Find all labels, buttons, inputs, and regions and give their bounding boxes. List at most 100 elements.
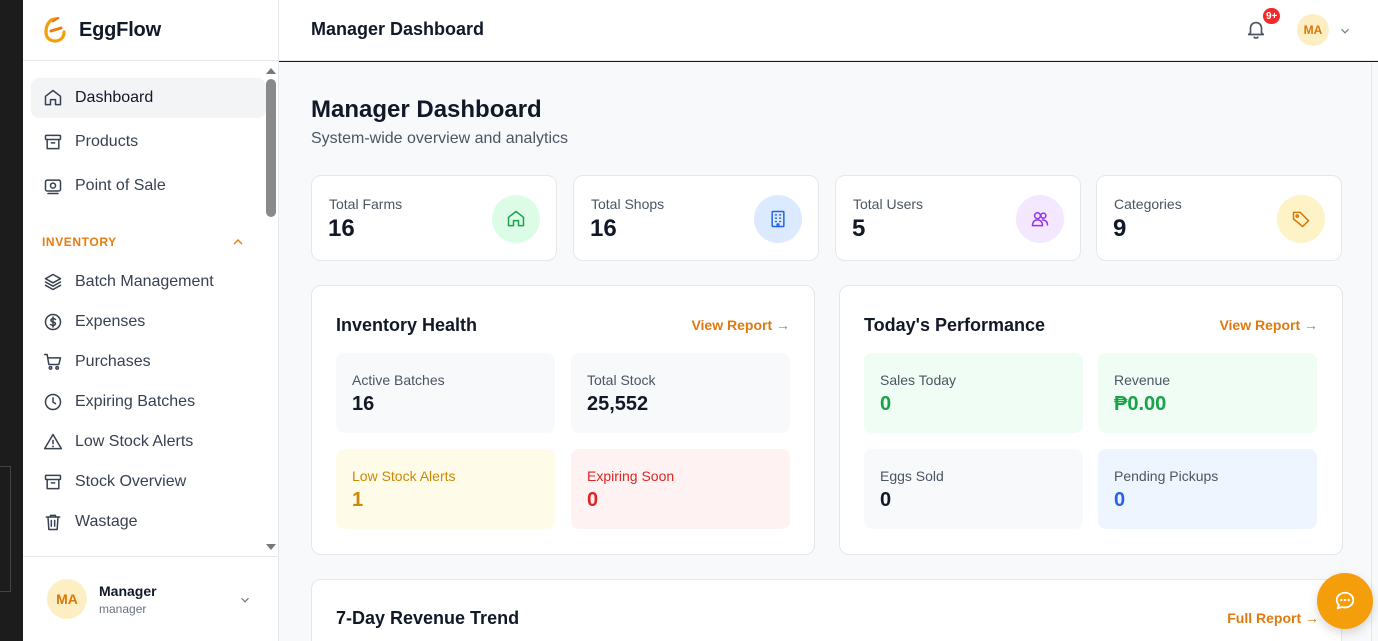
chevron-down-icon [241,597,249,603]
sidebar-item-point-of-sale[interactable]: Point of Sale [31,166,266,206]
tile-expiring-soon: Expiring Soon 0 [571,449,790,529]
profile-avatar[interactable]: MA [1297,14,1329,46]
panel-title: Inventory Health [336,315,478,335]
tile-pending-pickups: Pending Pickups 0 [1098,449,1317,529]
tile-value: 25,552 [587,393,649,415]
desktop-edge [0,0,23,641]
sidebar-item-expenses[interactable]: Expenses [31,302,266,342]
tile-value: 0 [587,489,599,511]
page-subtitle: System-wide overview and analytics [311,130,568,147]
user-name: Manager [99,582,157,599]
stat-label: Total Farms [329,196,403,212]
inventory-health-panel: Inventory Health View Report → Active Ba… [311,285,815,555]
avatar: MA [47,579,87,619]
bell-icon [1247,21,1265,39]
sidebar-item-wastage[interactable]: Wastage [31,502,266,542]
chevron-up-icon [233,239,243,245]
app-name: EggFlow [79,18,161,41]
sidebar-item-label: Purchases [75,353,151,370]
section-inventory[interactable]: INVENTORY [42,234,246,250]
sidebar-item-stock-overview[interactable]: Stock Overview [31,462,266,502]
archive-icon [44,134,62,150]
stat-card-total-shops: Total Shops 16 [573,175,819,261]
sidebar-item-label: Products [75,133,139,150]
sidebar-item-expiring-batches[interactable]: Expiring Batches [31,382,266,422]
stat-value: 9 [1113,215,1127,242]
tile-revenue: Revenue ₱0.00 [1098,353,1317,433]
view-report-link[interactable]: View Report → [1219,317,1318,333]
users-icon [1016,195,1064,243]
dollar-circle-icon [44,313,62,331]
todays-performance-panel: Today's Performance View Report → Sales … [839,285,1343,555]
full-report-link[interactable]: Full Report → [1227,610,1319,626]
tile-label: Low Stock Alerts [352,468,456,484]
scroll-thumb[interactable] [266,79,276,217]
main-content: Manager Dashboard System-wide overview a… [279,62,1371,641]
warning-icon [43,433,63,450]
panel-title: Today's Performance [864,315,1046,335]
trash-icon [45,514,61,531]
chevron-down-icon[interactable] [1338,24,1352,38]
stat-value: 16 [328,215,355,242]
tile-value: 0 [1114,489,1126,511]
sidebar-item-label: Expenses [75,313,146,330]
scroll-down-arrow-icon[interactable] [266,544,276,550]
clock-icon [44,393,62,411]
sidebar-nav: Dashboard Products Point of Sale INVENTO… [23,62,266,555]
chat-button[interactable] [1317,573,1373,629]
home-icon [44,89,62,106]
stat-label: Total Users [853,196,924,212]
sidebar-item-products[interactable]: Products [31,122,266,162]
sidebar-item-label: Expiring Batches [75,393,196,410]
layers-icon [44,273,62,291]
tile-label: Total Stock [587,372,656,388]
sidebar-item-label: Wastage [75,513,138,530]
scroll-up-arrow-icon[interactable] [266,68,276,74]
tile-active-batches: Active Batches 16 [336,353,555,433]
tile-low-stock-alerts: Low Stock Alerts 1 [336,449,555,529]
stat-label: Total Shops [591,196,665,212]
tile-label: Pending Pickups [1114,468,1219,484]
stat-card-categories: Categories 9 [1096,175,1342,261]
sidebar-item-label: Low Stock Alerts [75,433,194,450]
tile-label: Sales Today [880,372,957,388]
user-role: manager [99,601,147,616]
section-label: INVENTORY [42,235,117,249]
window-frame-fragment [0,466,11,592]
notifications-button[interactable] [1245,18,1269,42]
notification-badge: 9+ [1261,6,1283,26]
sidebar-item-purchases[interactable]: Purchases [31,342,266,382]
topbar-title: Manager Dashboard [311,19,485,39]
stat-card-total-farms: Total Farms 16 [311,175,557,261]
user-menu[interactable]: MA Manager manager [23,556,278,641]
eggflow-logo-icon [44,17,66,43]
building-icon [754,195,802,243]
brand[interactable]: EggFlow [23,0,278,61]
tile-value: 16 [352,393,375,415]
sidebar-item-dashboard[interactable]: Dashboard [31,78,266,118]
tile-label: Expiring Soon [587,468,675,484]
tile-value: 0 [880,489,892,511]
topbar: Manager Dashboard 9+ MA [279,0,1378,61]
sidebar: EggFlow Dashboard Products Point of Sale… [23,0,279,641]
tag-icon [1277,195,1325,243]
chat-bubble-icon [1335,591,1355,610]
sidebar-item-batch-management[interactable]: Batch Management [31,262,266,302]
main-scrollbar-track[interactable] [1371,62,1378,641]
tile-label: Eggs Sold [880,468,944,484]
tile-sales-today: Sales Today 0 [864,353,1083,433]
stat-value: 16 [590,215,617,242]
archive-icon [44,474,62,490]
cart-icon [43,353,62,370]
sidebar-item-label: Point of Sale [75,177,166,194]
view-report-link[interactable]: View Report → [691,317,790,333]
home-icon [492,195,540,243]
sidebar-item-low-stock-alerts[interactable]: Low Stock Alerts [31,422,266,462]
tile-eggs-sold: Eggs Sold 0 [864,449,1083,529]
panel-title: 7-Day Revenue Trend [336,608,520,628]
sidebar-item-label: Stock Overview [75,473,187,490]
sidebar-item-label: Dashboard [75,89,154,106]
tile-total-stock: Total Stock 25,552 [571,353,790,433]
sidebar-scrollbar[interactable] [264,62,278,556]
tile-label: Active Batches [352,372,445,388]
